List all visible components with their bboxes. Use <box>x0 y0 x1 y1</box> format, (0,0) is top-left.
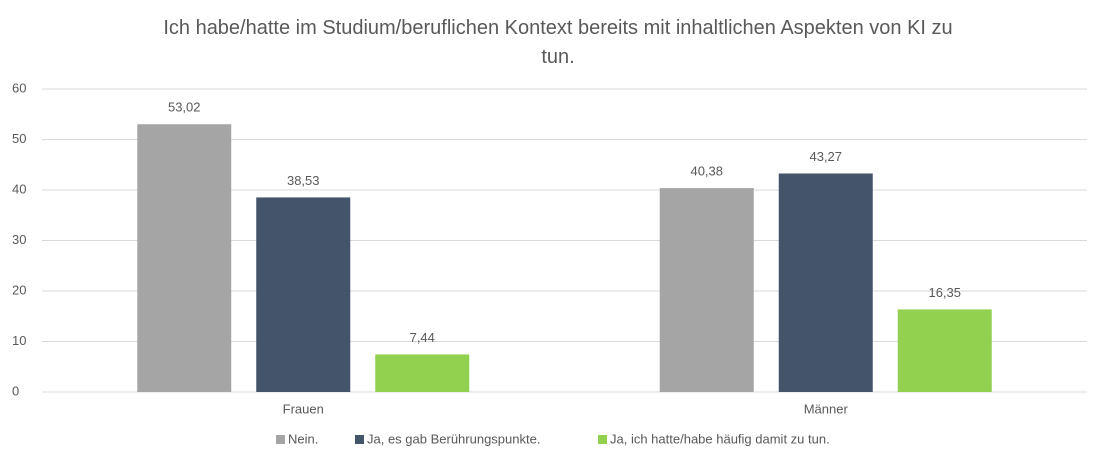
legend-label: Ja, ich hatte/habe häufig damit zu tun. <box>610 431 830 446</box>
y-tick-label: 50 <box>12 131 26 146</box>
x-tick-label: Frauen <box>283 401 324 416</box>
bar <box>375 354 470 392</box>
y-tick-label: 20 <box>12 282 26 297</box>
x-tick-label: Männer <box>804 401 849 416</box>
chart-title: Ich habe/hatte im Studium/beruflichen Ko… <box>163 17 953 68</box>
data-label: 7,44 <box>410 330 435 345</box>
data-label: 53,02 <box>168 100 201 115</box>
legend-swatch <box>355 435 364 444</box>
legend-swatch <box>276 435 285 444</box>
legend-label: Nein. <box>288 431 318 446</box>
y-tick-label: 10 <box>12 333 26 348</box>
data-label: 40,38 <box>690 164 723 179</box>
bar <box>137 124 232 393</box>
legend-swatch <box>598 435 607 444</box>
y-tick-label: 0 <box>12 383 19 398</box>
data-label: 43,27 <box>809 149 842 164</box>
y-tick-label: 60 <box>12 80 26 95</box>
data-label: 16,35 <box>928 285 961 300</box>
y-tick-label: 30 <box>12 232 26 247</box>
bar <box>256 197 351 392</box>
bar <box>897 309 992 392</box>
y-tick-label: 40 <box>12 181 26 196</box>
bar <box>778 173 873 392</box>
bar <box>659 188 754 392</box>
data-label: 38,53 <box>287 173 320 188</box>
legend-label: Ja, es gab Berührungspunkte. <box>367 431 540 446</box>
